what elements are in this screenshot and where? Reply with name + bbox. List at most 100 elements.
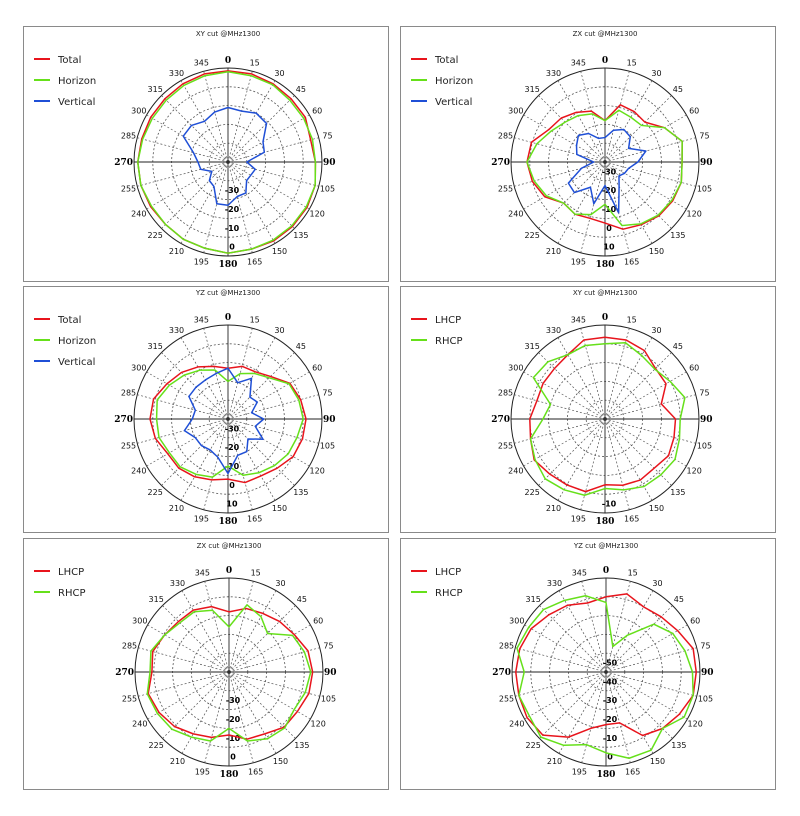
c1-angle-tick-0: 0 (225, 56, 231, 66)
c2-radial-label--20: -20 (602, 186, 617, 195)
c4-angle-tick-135: 135 (670, 488, 685, 497)
c2-chart-title: ZX cut @MHz1300 (573, 30, 638, 38)
c4-grid-spoke-285 (514, 394, 606, 420)
c1-angle-tick-105: 105 (320, 185, 335, 194)
c5-angle-tick-270: 270 (115, 668, 134, 678)
c5-angle-tick-330: 330 (170, 579, 185, 588)
c1-angle-tick-285: 285 (121, 131, 136, 140)
c6-radial-label--10: -10 (603, 734, 618, 743)
c4-grid-spoke-300 (523, 371, 606, 420)
c1-angle-tick-255: 255 (121, 185, 136, 194)
c4-grid-spoke-150 (604, 418, 653, 501)
c4-angle-tick-90: 90 (700, 415, 713, 425)
c1-angle-tick-210: 210 (169, 247, 184, 256)
c5-grid-spoke-30 (228, 590, 277, 673)
c2-grid-spoke-210 (557, 161, 606, 244)
c2-legend-label-total: Total (434, 55, 458, 66)
c4-grid-spoke-345 (580, 328, 606, 420)
c4-grid-spoke-105 (604, 418, 696, 444)
c3-legend-label-total: Total (57, 315, 81, 326)
c5-grid-spoke-120 (228, 671, 311, 720)
c1-angle-tick-60: 60 (312, 107, 322, 116)
c6-angle-tick-105: 105 (698, 695, 713, 704)
c3-radial-label--30: -30 (225, 424, 240, 433)
c2-angle-tick-135: 135 (670, 231, 685, 240)
c2-radial-label-0: 0 (606, 224, 612, 233)
c2-angle-tick-180: 180 (596, 260, 615, 270)
c4-radial-label--10: -10 (602, 500, 617, 509)
c1-radial-label--20: -20 (225, 205, 240, 214)
c5-grid-spoke-240 (147, 671, 230, 720)
c3-angle-tick-60: 60 (312, 364, 322, 373)
c6-radial-label--20: -20 (603, 715, 618, 724)
c4-grid-spoke-45 (604, 352, 672, 420)
c2-radial-label--30: -30 (602, 167, 617, 176)
c4-angle-tick-285: 285 (498, 388, 513, 397)
c4-angle-tick-30: 30 (651, 326, 661, 335)
c3-angle-tick-75: 75 (322, 388, 332, 397)
c2-angle-tick-30: 30 (651, 69, 661, 78)
c5-grid-spoke-60 (228, 624, 311, 673)
c1-chart-title: XY cut @MHz1300 (196, 30, 260, 38)
c1-angle-tick-30: 30 (274, 69, 284, 78)
c2-angle-tick-75: 75 (699, 131, 709, 140)
c4-angle-tick-315: 315 (525, 342, 540, 351)
c1-angle-tick-90: 90 (323, 158, 336, 168)
c2-grid-spoke-330 (557, 80, 606, 163)
c6-angle-tick-225: 225 (526, 741, 541, 750)
c6-angle-tick-135: 135 (671, 741, 686, 750)
c6-angle-tick-30: 30 (652, 579, 662, 588)
polar-chart-1: XY cut @MHz1300 0 15 30 45 60 75 90 105 120 135 150… (34, 30, 336, 270)
c5-angle-tick-105: 105 (321, 695, 336, 704)
c6-grid-spoke-255 (515, 671, 607, 697)
c5-angle-tick-315: 315 (149, 595, 164, 604)
c5-legend-label-lhcp: LHCP (58, 567, 84, 578)
c1-grid-spoke-300 (146, 114, 229, 163)
c1-legend-label-horizon: Horizon (58, 76, 96, 87)
c5-angle-tick-45: 45 (297, 595, 307, 604)
c6-grid-spoke-120 (605, 671, 688, 720)
c4-grid-spoke-240 (523, 418, 606, 467)
c5-angle-tick-210: 210 (170, 757, 185, 766)
c6-angle-tick-300: 300 (509, 617, 524, 626)
c1-angle-tick-345: 345 (194, 59, 209, 68)
c2-legend-label-vertical: Vertical (435, 97, 472, 108)
c6-angle-tick-270: 270 (492, 668, 511, 678)
c1-grid-spoke-60 (227, 114, 310, 163)
c1-angle-tick-240: 240 (131, 210, 146, 219)
c4-angle-tick-300: 300 (508, 364, 523, 373)
c2-angle-tick-210: 210 (546, 247, 561, 256)
c1-grid-spoke-210 (180, 161, 229, 244)
c1-grid-spoke-75 (227, 137, 319, 163)
c1-grid-spoke-105 (227, 161, 319, 187)
c4-angle-tick-105: 105 (697, 442, 712, 451)
c4-grid-spoke-225 (538, 418, 606, 486)
c4-grid-spoke-60 (604, 371, 687, 420)
c1-angle-tick-165: 165 (247, 257, 262, 266)
c4-angle-tick-195: 195 (571, 514, 586, 523)
c6-angle-tick-240: 240 (509, 720, 524, 729)
c1-series-horizon (137, 71, 317, 254)
c3-grid-spoke-120 (227, 418, 310, 467)
c6-angle-tick-45: 45 (674, 595, 684, 604)
c4-chart-title: XY cut @MHz1300 (573, 289, 637, 297)
c5-angle-tick-180: 180 (220, 770, 239, 780)
c5-angle-tick-150: 150 (273, 757, 288, 766)
c3-angle-tick-120: 120 (310, 467, 325, 476)
c5-angle-tick-255: 255 (122, 695, 137, 704)
c3-angle-tick-0: 0 (225, 313, 231, 323)
c3-angle-tick-135: 135 (293, 488, 308, 497)
c2-angle-tick-165: 165 (624, 257, 639, 266)
c2-angle-tick-0: 0 (602, 56, 608, 66)
c4-angle-tick-330: 330 (546, 326, 561, 335)
c1-angle-tick-270: 270 (114, 158, 133, 168)
c3-angle-tick-285: 285 (121, 388, 136, 397)
c6-series-lhcp (515, 593, 697, 738)
c4-angle-tick-15: 15 (627, 316, 637, 325)
c1-series-vertical (182, 106, 268, 206)
c6-radial-label--50: -50 (603, 659, 618, 668)
c3-radial-label--20: -20 (225, 443, 240, 452)
c6-angle-tick-90: 90 (701, 668, 714, 678)
c3-angle-tick-180: 180 (219, 517, 238, 527)
c3-chart-title: YZ cut @MHz1300 (195, 289, 260, 297)
